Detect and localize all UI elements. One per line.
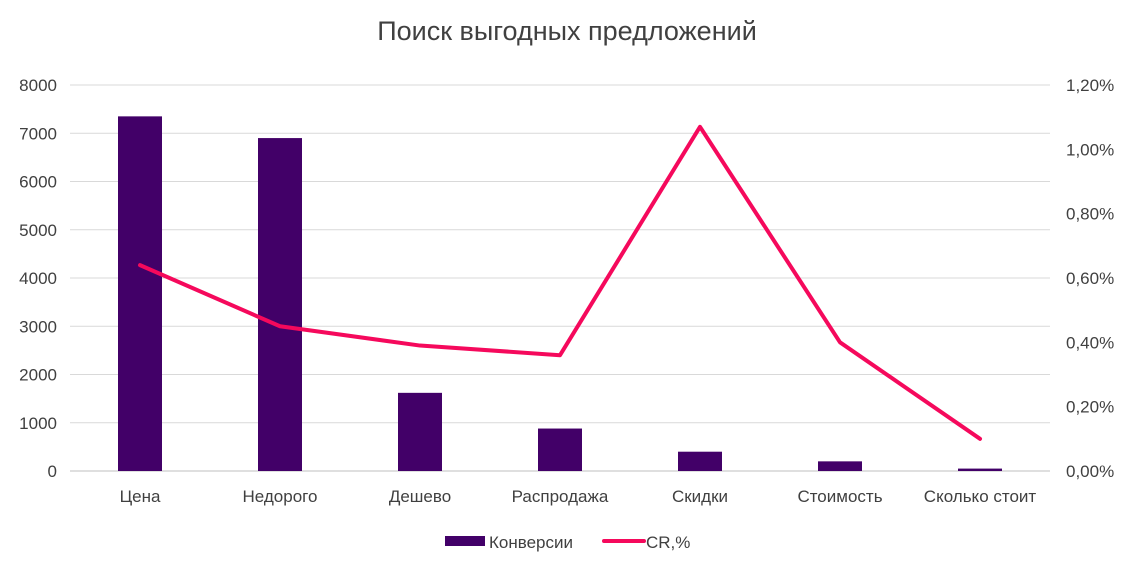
legend-bar-label: Конверсии — [489, 533, 573, 552]
bar — [538, 428, 582, 471]
y-left-tick-label: 8000 — [19, 76, 57, 95]
bar — [958, 468, 1002, 471]
y-left-tick-label: 0 — [48, 462, 57, 481]
x-tick-label: Недорого — [243, 487, 318, 506]
x-tick-label: Стоимость — [797, 487, 882, 506]
legend: Конверсии CR,% — [445, 533, 690, 552]
y-right-tick-label: 0,60% — [1066, 269, 1114, 288]
bar — [818, 461, 862, 471]
y-right-tick-label: 0,20% — [1066, 398, 1114, 417]
legend-line-label: CR,% — [646, 533, 690, 552]
x-tick-label: Дешево — [389, 487, 451, 506]
bar — [118, 116, 162, 472]
y-right-tick-label: 0,80% — [1066, 205, 1114, 224]
x-tick-label: Распродажа — [512, 487, 609, 506]
y-left-tick-label: 1000 — [19, 414, 57, 433]
x-tick-label: Скидки — [672, 487, 728, 506]
y-left-tick-label: 4000 — [19, 269, 57, 288]
y-right-ticks: 0,00% 0,20% 0,40% 0,60% 0,80% 1,00% 1,20% — [1066, 76, 1114, 481]
y-left-tick-label: 2000 — [19, 366, 57, 385]
y-left-tick-label: 6000 — [19, 173, 57, 192]
y-right-tick-label: 0,40% — [1066, 333, 1114, 352]
y-right-tick-label: 1,20% — [1066, 76, 1114, 95]
gridlines — [70, 84, 1050, 472]
y-left-tick-label: 5000 — [19, 221, 57, 240]
chart-title: Поиск выгодных предложений — [377, 16, 757, 46]
y-left-ticks: 0 1000 2000 3000 4000 5000 6000 7000 8000 — [19, 76, 57, 481]
x-tick-label: Цена — [120, 487, 161, 506]
line-series — [138, 124, 982, 441]
legend-bar-swatch — [445, 536, 485, 546]
bar-series — [118, 116, 1002, 472]
y-left-tick-label: 7000 — [19, 124, 57, 143]
x-ticks: Цена Недорого Дешево Распродажа Скидки Стоимо… — [120, 487, 1037, 506]
y-right-tick-label: 1,00% — [1066, 140, 1114, 159]
y-right-tick-label: 0,00% — [1066, 462, 1114, 481]
bar — [258, 138, 302, 471]
bar — [678, 451, 722, 471]
x-tick-label: Сколько стоит — [924, 487, 1037, 506]
y-left-tick-label: 3000 — [19, 317, 57, 336]
bar — [398, 392, 442, 471]
